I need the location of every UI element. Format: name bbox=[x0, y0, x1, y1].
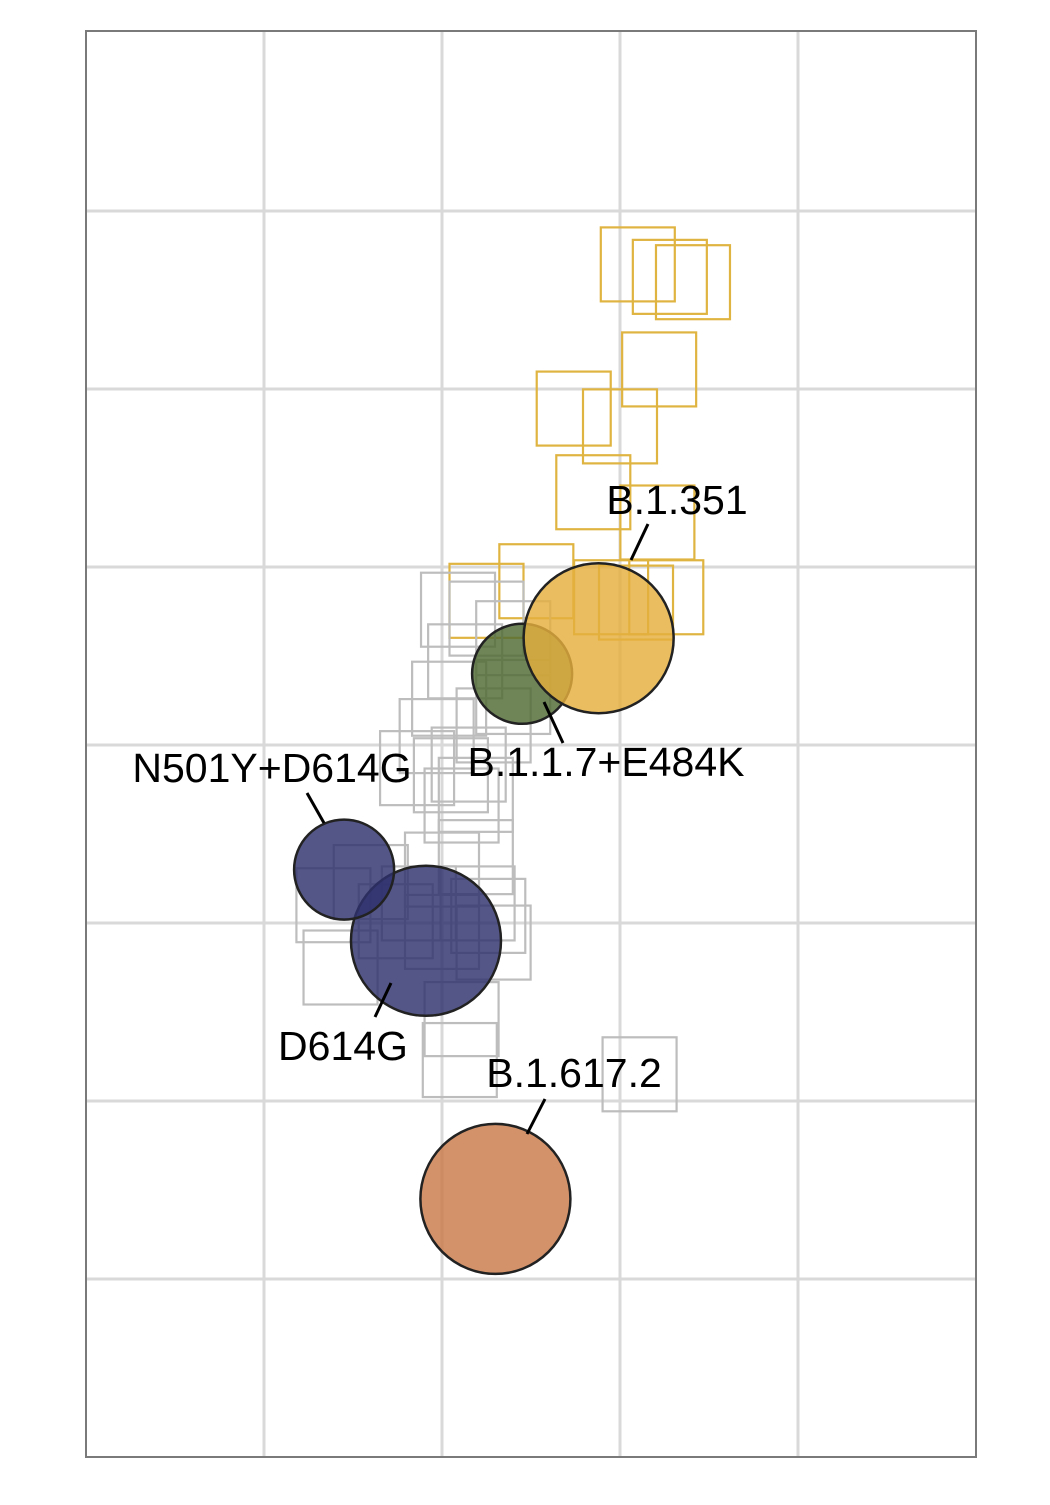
leader-line-n501y-d614g bbox=[305, 792, 326, 824]
label-n501y-d614g: N501Y+D614G bbox=[132, 745, 411, 791]
antigen-square bbox=[423, 767, 500, 844]
circle-b-1-351 bbox=[522, 561, 675, 715]
leader-line-b-1-1-7-e484k bbox=[542, 701, 565, 744]
annotation-labels: B.1.351 B.1.1.7+E484K N501Y+D614G D614G B.1.… bbox=[132, 477, 748, 1135]
antigen-square bbox=[601, 1036, 678, 1113]
grid bbox=[86, 31, 976, 1457]
serum-square bbox=[621, 331, 698, 408]
label-d614g: D614G bbox=[278, 1023, 408, 1069]
antigen-square bbox=[430, 726, 507, 803]
leader-line-b-1-617-2 bbox=[525, 1098, 547, 1135]
serum-square bbox=[581, 388, 659, 465]
labeled-antigen-circles bbox=[292, 561, 675, 1276]
serum-square bbox=[599, 226, 676, 303]
antigen-square bbox=[398, 697, 475, 775]
label-b-1-351: B.1.351 bbox=[606, 477, 747, 523]
circle-n501y-d614g bbox=[292, 818, 396, 921]
antigen-square bbox=[421, 1021, 498, 1099]
leader-line-b-1-351 bbox=[629, 523, 650, 561]
serum-square bbox=[555, 454, 632, 531]
panel-border bbox=[85, 30, 977, 1458]
serum-square bbox=[654, 244, 732, 321]
circle-b-1-617-2 bbox=[419, 1122, 572, 1276]
leader-line-d614g bbox=[373, 982, 393, 1018]
serum-square bbox=[631, 238, 708, 315]
antigen-square bbox=[419, 571, 497, 648]
antigen-square bbox=[412, 737, 489, 814]
serum-square bbox=[535, 370, 612, 447]
label-b-1-1-7-e484k: B.1.1.7+E484K bbox=[468, 739, 745, 785]
label-b-1-617-2: B.1.617.2 bbox=[486, 1050, 662, 1096]
circle-d614g bbox=[349, 864, 503, 1018]
